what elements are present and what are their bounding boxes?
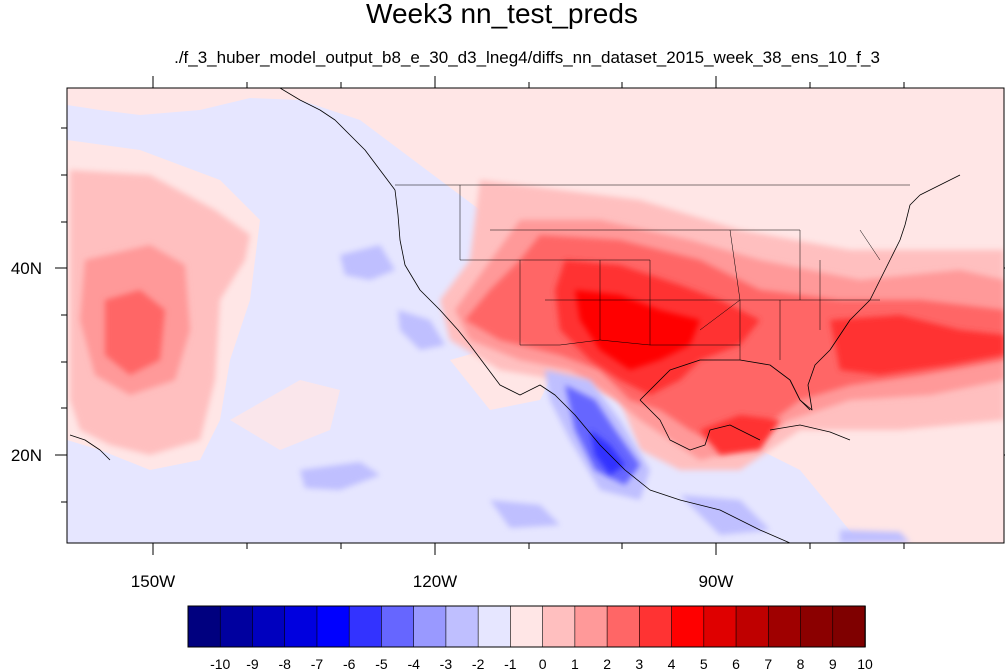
- chart-subtitle: ./f_3_huber_model_output_b8_e_30_d3_lneg…: [174, 48, 880, 67]
- colorbar-label: 7: [764, 656, 772, 672]
- colorbar-cell: [252, 605, 286, 648]
- colorbar-cell: [671, 605, 705, 648]
- colorbar-label: -10: [210, 656, 230, 672]
- positive-anomaly-peak: [575, 290, 700, 370]
- x-tick-90w: 90W: [699, 572, 734, 591]
- colorbar-cell: [832, 605, 866, 648]
- colorbar: -10 -9 -8 -7 -6 -5 -4 -3 -2 -1 0 1 2 3 4 5 6 7 8 9 10: [187, 605, 873, 672]
- colorbar-cell: [800, 605, 834, 648]
- colorbar-cell: [284, 605, 318, 648]
- colorbar-cell: [703, 605, 737, 648]
- map-ticks: [55, 76, 1005, 555]
- chart-title: Week3 nn_test_preds: [366, 0, 638, 29]
- colorbar-label: 5: [700, 656, 708, 672]
- state-boundaries: [395, 184, 910, 360]
- colorbar-cell: [477, 605, 512, 648]
- coastlines: [69, 88, 961, 543]
- y-tick-20n: 20N: [11, 446, 42, 465]
- colorbar-label: -4: [407, 656, 420, 672]
- colorbar-cell: [187, 605, 222, 648]
- colorbar-frame: [187, 605, 866, 648]
- map-panel: [67, 88, 1004, 543]
- colorbar-label: -2: [472, 656, 485, 672]
- x-tick-120w: 120W: [413, 572, 457, 591]
- colorbar-label: -3: [440, 656, 453, 672]
- colorbar-labels: -10 -9 -8 -7 -6 -5 -4 -3 -2 -1 0 1 2 3 4 5 6 7 8 9 10: [210, 656, 873, 672]
- colorbar-label: -9: [246, 656, 259, 672]
- colorbar-cell: [574, 605, 608, 648]
- y-tick-40n: 40N: [11, 259, 42, 278]
- colorbar-cell: [445, 605, 479, 648]
- colorbar-cell: [767, 605, 802, 648]
- x-tick-150w: 150W: [131, 572, 175, 591]
- colorbar-label: 6: [732, 656, 740, 672]
- colorbar-label: -5: [375, 656, 388, 672]
- colorbar-cell: [735, 605, 770, 648]
- colorbar-cell: [413, 605, 447, 648]
- colorbar-cell: [316, 605, 350, 648]
- colorbar-cell: [348, 605, 383, 648]
- colorbar-label: 8: [797, 656, 805, 672]
- colorbar-label: -6: [343, 656, 356, 672]
- colorbar-cell: [219, 605, 254, 648]
- colorbar-label: -1: [504, 656, 517, 672]
- colorbar-label: -8: [278, 656, 291, 672]
- colorbar-label: 4: [668, 656, 676, 672]
- colorbar-label: 3: [635, 656, 643, 672]
- colorbar-label: 2: [603, 656, 611, 672]
- colorbar-cell: [639, 605, 673, 648]
- colorbar-label: -7: [311, 656, 324, 672]
- colorbar-cell: [542, 605, 576, 648]
- colorbar-label: 0: [539, 656, 547, 672]
- colorbar-cells: [187, 605, 866, 648]
- colorbar-label: 1: [571, 656, 579, 672]
- colorbar-label: 10: [857, 656, 873, 672]
- colorbar-cell: [381, 605, 415, 648]
- colorbar-cell: [510, 605, 544, 648]
- colorbar-cell: [606, 605, 641, 648]
- colorbar-label: 9: [829, 656, 837, 672]
